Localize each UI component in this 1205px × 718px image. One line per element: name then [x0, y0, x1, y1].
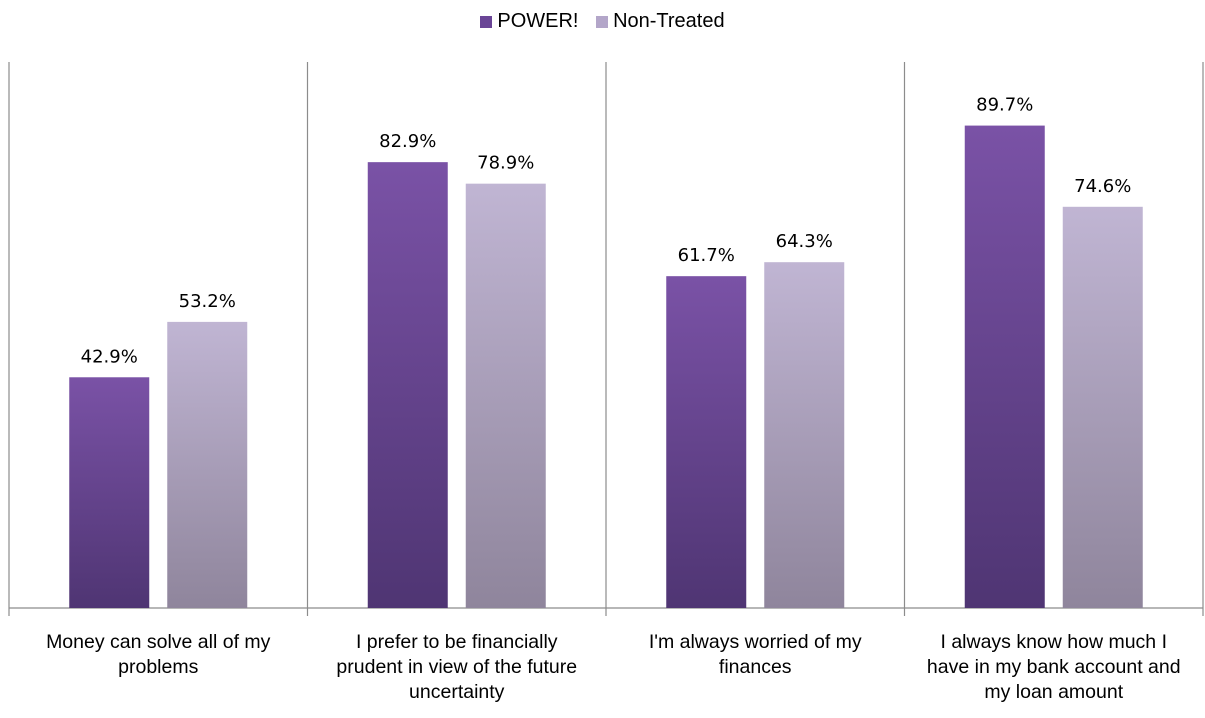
data-label-power: 42.9% — [81, 346, 138, 367]
category-label-line: I'm always worried of my — [648, 631, 862, 653]
legend: POWER! Non-Treated — [0, 10, 1205, 34]
bar-non-treated — [1062, 206, 1143, 608]
data-label-power: 89.7% — [976, 95, 1033, 116]
legend-item-non-treated: Non-Treated — [596, 10, 725, 33]
bar-power — [666, 276, 747, 608]
legend-label-power: POWER! — [497, 10, 579, 32]
bar-power — [367, 162, 448, 608]
category-label: Money can solve all of my problems — [13, 630, 303, 680]
bar-non-treated — [167, 321, 248, 608]
category-label-line: have in my bank account and — [926, 656, 1181, 678]
data-label-non-treated: 78.9% — [477, 153, 534, 174]
legend-swatch-power — [480, 15, 493, 28]
bar-power — [69, 377, 150, 608]
category-label-line: problems — [118, 656, 199, 678]
category-label-line: I prefer to be financially — [355, 631, 558, 653]
category-label: I prefer to be financially prudent in vie… — [312, 630, 602, 705]
legend-label-non-treated: Non-Treated — [613, 10, 725, 32]
bar-non-treated — [764, 262, 845, 608]
category-label: I'm always worried of my finances — [610, 630, 900, 680]
data-label-power: 82.9% — [379, 131, 436, 152]
legend-swatch-non-treated — [596, 15, 609, 28]
data-label-non-treated: 53.2% — [179, 291, 236, 312]
data-label-non-treated: 74.6% — [1074, 176, 1131, 197]
category-label: I always know how much I have in my bank … — [909, 630, 1199, 705]
category-label-line: Money can solve all of my — [46, 631, 271, 653]
category-label-line: my loan amount — [984, 681, 1124, 703]
bar-power — [964, 125, 1045, 609]
legend-item-power: POWER! — [480, 10, 579, 33]
data-label-non-treated: 64.3% — [776, 231, 833, 252]
plot-area: 42.9% 53.2% 82.9% 78.9% 61.7% 64.3% 89.7% 74.6% — [8, 62, 1204, 616]
data-label-power: 61.7% — [678, 245, 735, 266]
bar-non-treated — [465, 183, 546, 608]
category-label-line: prudent in view of the future — [336, 656, 578, 678]
category-label-line: finances — [718, 656, 792, 678]
category-label-line: uncertainty — [409, 681, 505, 703]
category-label-line: I always know how much I — [940, 631, 1167, 653]
